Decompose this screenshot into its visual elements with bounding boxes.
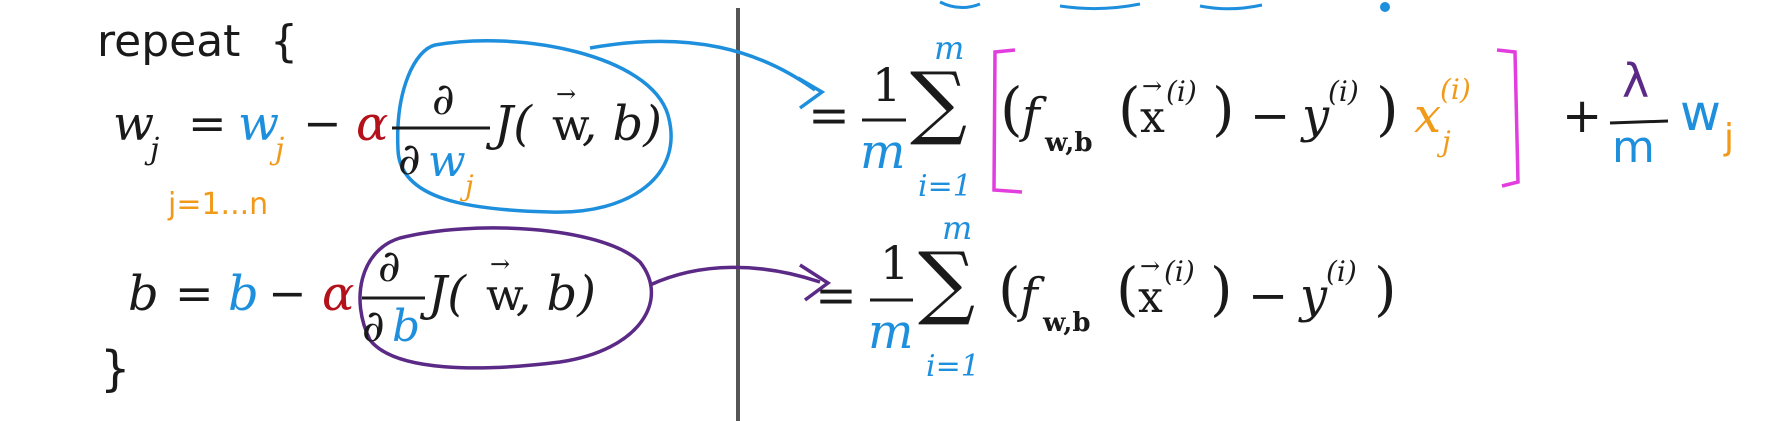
rw-x-open: (	[1118, 75, 1141, 143]
rw-reg-sub: j	[1724, 117, 1735, 158]
open-brace: {	[270, 16, 298, 67]
rw-x-arrow: →	[1142, 72, 1163, 100]
rw-close: )	[1376, 75, 1399, 143]
rb-minus: −	[1248, 268, 1289, 324]
rb-one: 1	[880, 236, 910, 290]
magenta-open-bracket	[992, 48, 1023, 194]
rw-sum-upper: m	[934, 29, 965, 67]
rw-y: y	[1302, 88, 1330, 144]
rw-reg-m: m	[1612, 122, 1655, 173]
repeat-label: repeat	[97, 16, 241, 67]
rw-sum-lower: i=1	[918, 169, 972, 204]
w-den-var: w	[428, 136, 466, 187]
rw-f: f	[1022, 88, 1040, 144]
b-cost-J: J(	[428, 266, 466, 322]
rw-xj: x	[1414, 88, 1442, 144]
top-dot	[1380, 2, 1390, 12]
w-alpha: α	[356, 96, 389, 152]
rb-m: m	[868, 304, 914, 360]
purple-circle-b-derivative	[358, 226, 654, 370]
rb-x: x	[1138, 272, 1163, 323]
w-cost-J: J(	[494, 96, 532, 152]
w-partial-num: ∂	[432, 74, 455, 125]
rw-equals: =	[808, 86, 850, 144]
w-lhs-sub: j	[150, 132, 160, 167]
rw-f-sub: w,b	[1045, 128, 1093, 158]
b-rhs: b	[228, 266, 259, 322]
rb-y-sup: (i)	[1326, 255, 1357, 288]
b-partial-num: ∂	[378, 241, 401, 292]
w-cost-vec-arrow: →	[556, 80, 577, 108]
w-partial-den: ∂	[398, 134, 421, 185]
rw-lambda: λ	[1622, 54, 1650, 108]
w-den-sub: j	[465, 169, 474, 202]
rb-f-sub: w,b	[1043, 308, 1091, 338]
top-scribble	[939, 0, 1263, 11]
rw-m: m	[860, 124, 906, 180]
w-minus: −	[303, 96, 342, 150]
rw-x-close: )	[1212, 75, 1235, 143]
rb-y: y	[1300, 268, 1328, 324]
blue-circle-w-derivative	[395, 39, 673, 214]
w-equals: =	[188, 96, 227, 150]
rb-x-sup: (i)	[1164, 255, 1195, 288]
b-den-var: b	[392, 301, 421, 352]
rw-xj-sup: (i)	[1440, 73, 1471, 106]
close-brace: }	[100, 341, 131, 397]
j-range-note: j=1...n	[168, 187, 269, 222]
blue-arrow	[589, 39, 817, 92]
b-minus: −	[268, 266, 307, 320]
rb-open: (	[998, 255, 1021, 323]
rb-equals: =	[815, 266, 857, 324]
rw-x-sup: (i)	[1166, 75, 1197, 108]
b-cost-vec-arrow: →	[490, 250, 511, 278]
w-cost-tail: , b)	[582, 96, 662, 152]
w-rhs: w	[238, 96, 280, 152]
rb-sum-upper: m	[942, 209, 973, 247]
w-cost-vec-w: w	[552, 100, 590, 151]
rw-reg-w: w	[1680, 84, 1721, 142]
rb-f: f	[1020, 268, 1038, 324]
rw-plus: +	[1562, 88, 1603, 144]
rw-xj-sub: j	[1442, 125, 1451, 158]
w-lhs: w	[113, 96, 155, 152]
w-rhs-sub: j	[275, 132, 285, 167]
rw-y-sup: (i)	[1328, 75, 1359, 108]
rw-one: 1	[872, 58, 902, 112]
b-lhs: b	[128, 266, 159, 322]
rw-minus: −	[1250, 88, 1291, 144]
rb-close: )	[1374, 255, 1397, 323]
purple-arrowhead	[799, 263, 832, 302]
rb-x-close: )	[1210, 255, 1233, 323]
rb-x-open: (	[1116, 255, 1139, 323]
rw-open: (	[1000, 75, 1023, 143]
b-equals: =	[175, 266, 214, 320]
rb-sigma: ∑	[918, 235, 976, 328]
b-partial-den: ∂	[362, 301, 385, 352]
magenta-close-bracket	[1496, 48, 1520, 188]
purple-arrow	[649, 265, 821, 287]
rw-x: x	[1140, 92, 1165, 143]
rw-sigma: ∑	[910, 55, 968, 148]
rb-x-arrow: →	[1140, 252, 1161, 280]
b-alpha: α	[322, 266, 355, 322]
b-cost-tail: , b)	[516, 266, 596, 322]
b-cost-vec-w: w	[486, 270, 524, 321]
reg-fraction-bar	[1609, 119, 1669, 125]
rb-sum-lower: i=1	[926, 349, 980, 384]
blue-arrowhead	[797, 76, 826, 110]
